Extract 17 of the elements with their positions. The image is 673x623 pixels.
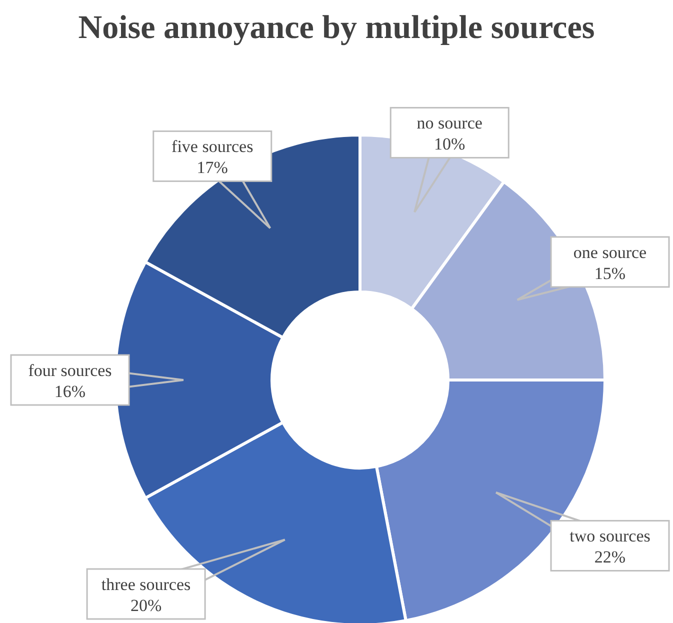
slice-label: three sources (101, 575, 191, 594)
slice-label: five sources (172, 137, 254, 156)
data-label: 10% (434, 134, 466, 154)
chart-title: Noise annoyance by multiple sources (78, 10, 595, 46)
slice-label: one source (573, 242, 647, 262)
callout: no source 10% (390, 106, 510, 213)
slice-label: two sources (570, 526, 650, 546)
callout: three sources 20% (86, 538, 286, 620)
data-label: 17% (196, 158, 228, 178)
data-label: 16% (54, 382, 86, 401)
data-label: 15% (594, 264, 626, 283)
slice-label: four sources (28, 361, 112, 380)
data-label: 20% (130, 596, 162, 615)
data-label: 22% (594, 548, 626, 567)
callout: five sources 17% (152, 130, 272, 229)
callout: two sources 22% (495, 492, 670, 572)
slice-label: no source (416, 114, 482, 133)
